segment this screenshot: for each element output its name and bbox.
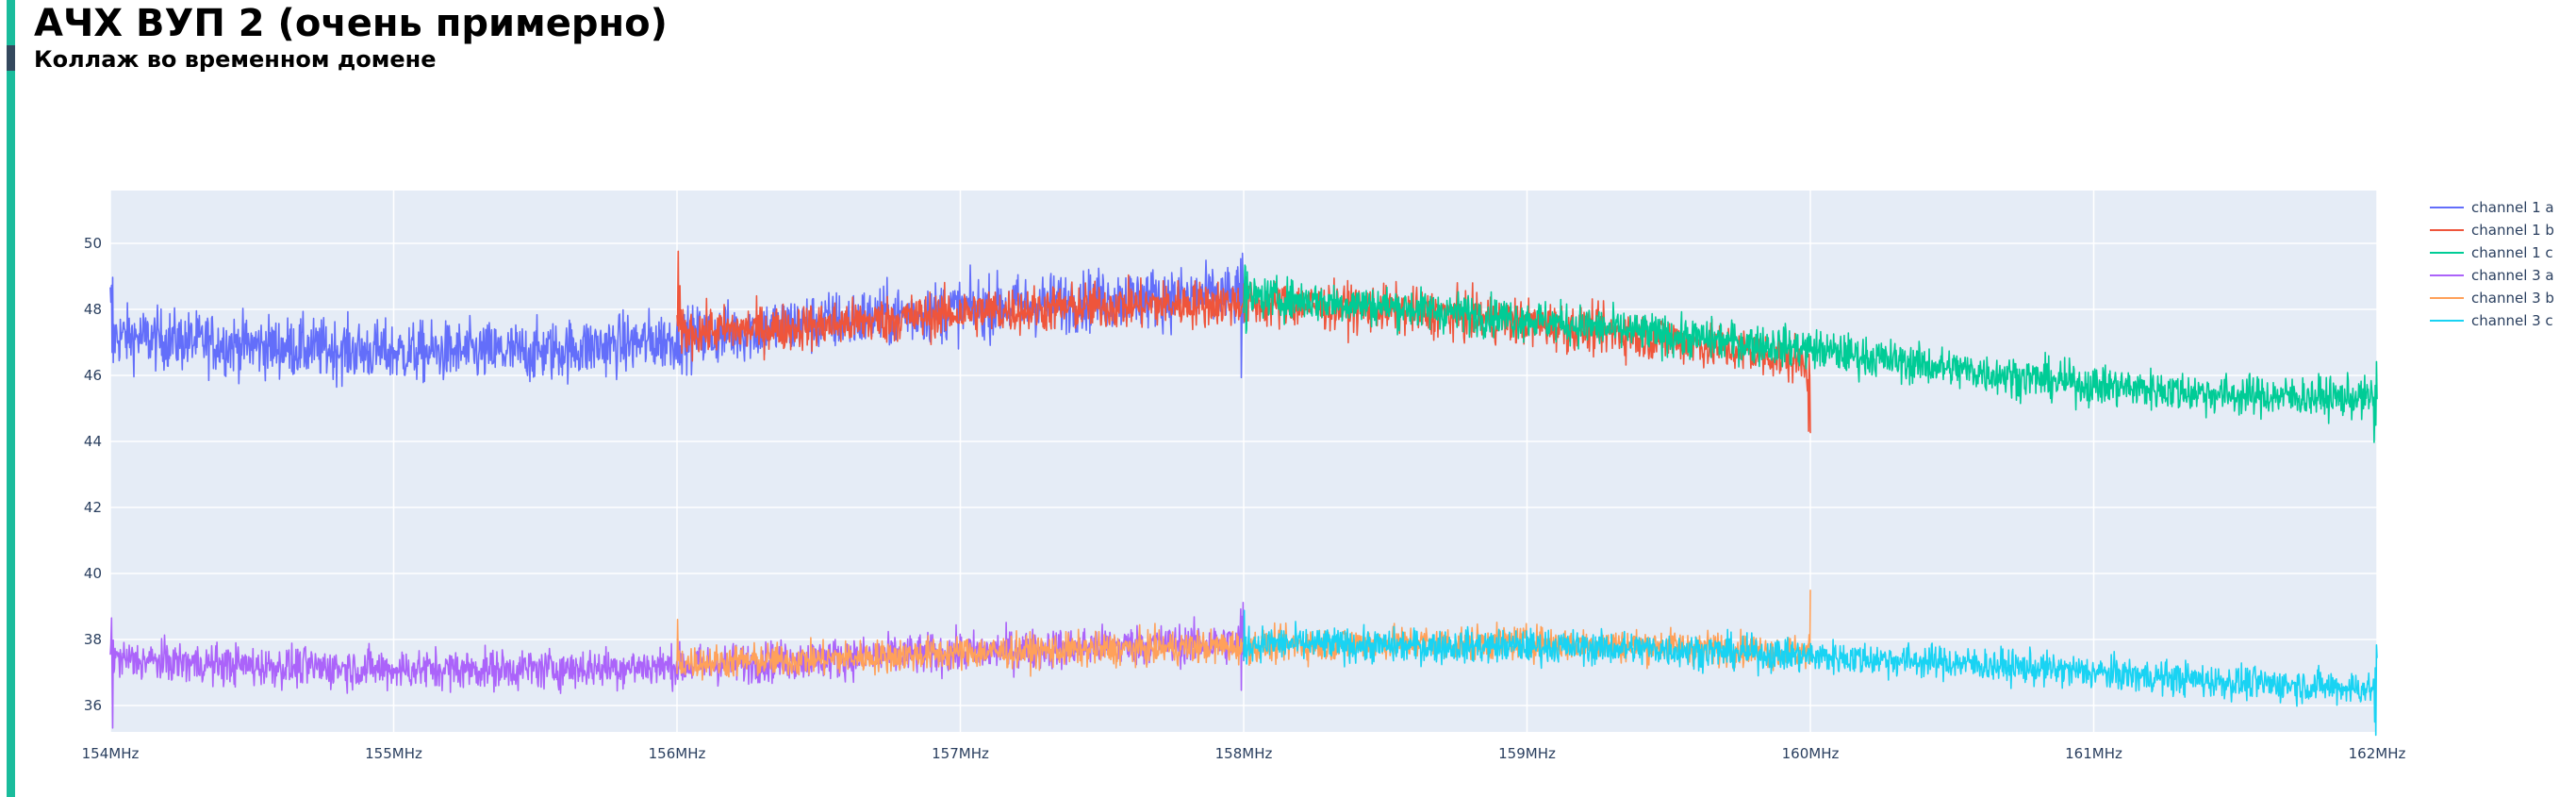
legend-item-channel-1-a[interactable]: channel 1 a bbox=[2430, 199, 2554, 216]
y-tick-label: 42 bbox=[84, 499, 102, 516]
legend-label: channel 3 c bbox=[2471, 312, 2553, 329]
x-tick-label: 159MHz bbox=[1498, 745, 1556, 762]
x-tick-label: 154MHz bbox=[82, 745, 140, 762]
x-tick-label: 156MHz bbox=[649, 745, 706, 762]
legend-label: channel 3 a bbox=[2471, 267, 2554, 284]
y-tick-label: 48 bbox=[84, 301, 102, 318]
y-tick-label: 40 bbox=[84, 565, 102, 582]
legend-item-channel-3-a[interactable]: channel 3 a bbox=[2430, 267, 2554, 284]
y-tick-label: 46 bbox=[84, 367, 102, 384]
legend-label: channel 3 b bbox=[2471, 290, 2554, 307]
accent-bar bbox=[7, 0, 15, 797]
tick-labels: 154MHz 155MHz 156MHz 157MHz 158MHz 159MHz 160M… bbox=[82, 235, 2406, 762]
x-tick-label: 155MHz bbox=[365, 745, 422, 762]
page-title: АЧХ ВУП 2 (очень примерно) bbox=[34, 2, 668, 45]
y-tick-label: 36 bbox=[84, 697, 102, 714]
series-layer bbox=[109, 250, 2378, 737]
legend-label: channel 1 b bbox=[2471, 222, 2554, 239]
legend-label: channel 1 a bbox=[2471, 199, 2554, 216]
page-subtitle: Коллаж во временном домене bbox=[34, 46, 437, 73]
legend-item-channel-1-c[interactable]: channel 1 c bbox=[2430, 244, 2553, 261]
y-tick-label: 38 bbox=[84, 631, 102, 648]
legend[interactable]: channel 1 a channel 1 b channel 1 c channel… bbox=[2430, 199, 2554, 329]
legend-item-channel-3-b[interactable]: channel 3 b bbox=[2430, 290, 2554, 307]
y-tick-label: 50 bbox=[84, 235, 102, 252]
legend-item-channel-1-b[interactable]: channel 1 b bbox=[2430, 222, 2554, 239]
x-tick-label: 161MHz bbox=[2065, 745, 2122, 762]
y-tick-label: 44 bbox=[84, 433, 102, 450]
x-tick-label: 158MHz bbox=[1215, 745, 1273, 762]
x-tick-label: 160MHz bbox=[1782, 745, 1840, 762]
legend-label: channel 1 c bbox=[2471, 244, 2553, 261]
x-tick-label: 157MHz bbox=[932, 745, 989, 762]
series-line-channel-1-c[interactable] bbox=[1243, 264, 2378, 443]
x-tick-label: 162MHz bbox=[2349, 745, 2406, 762]
legend-item-channel-3-c[interactable]: channel 3 c bbox=[2430, 312, 2553, 329]
series-line-channel-3-c[interactable] bbox=[1243, 609, 2378, 737]
accent-mark bbox=[7, 45, 15, 71]
